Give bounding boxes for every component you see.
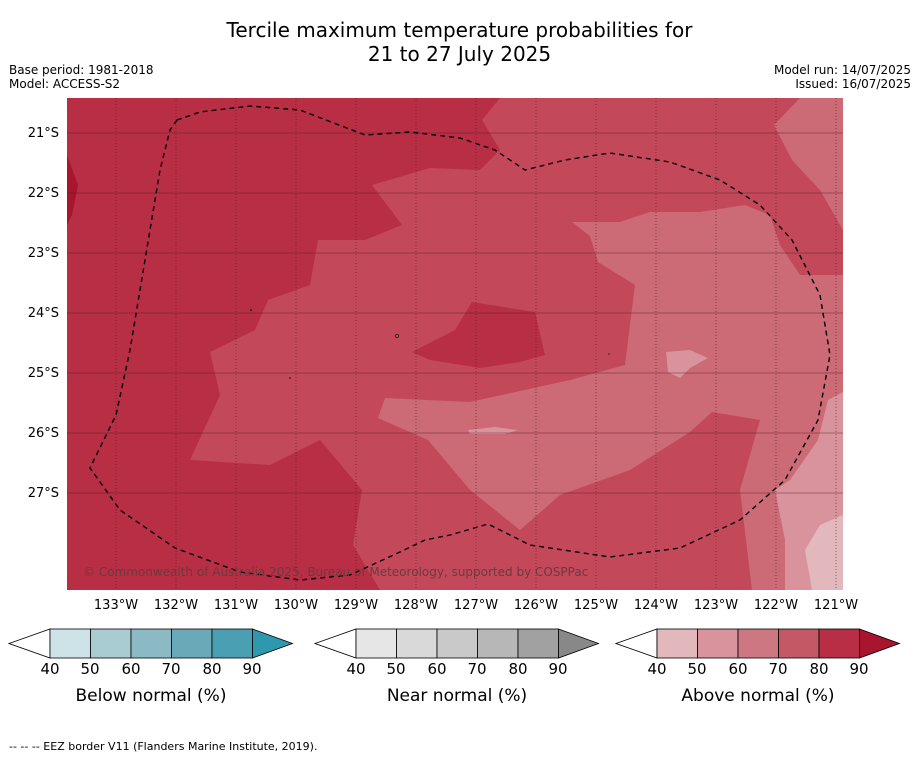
cbar-tick: 70 — [467, 660, 487, 678]
zone-90-west-edge — [67, 155, 78, 225]
colorbar-segment — [656, 628, 698, 659]
lon-label: 129°W — [333, 598, 379, 613]
zone-40-50-se — [805, 515, 843, 590]
cbar-tick: 50 — [386, 660, 406, 678]
title-line-2: 21 to 27 July 2025 — [367, 42, 552, 66]
lon-label: 125°W — [573, 598, 619, 613]
colorbar-segment — [778, 628, 820, 659]
colorbar-segment — [737, 628, 779, 659]
lat-label: 23°S — [27, 246, 59, 261]
meta-right: Model run: 14/07/2025 Issued: 16/07/2025 — [774, 63, 911, 91]
cbar-tick: 50 — [80, 660, 100, 678]
cbar-tick: 40 — [40, 660, 60, 678]
eez-footnote: -- -- -- EEZ border V11 (Flanders Marine… — [9, 740, 318, 753]
colorbar-under-triangle — [8, 628, 51, 659]
eez-border — [89, 105, 831, 581]
colorbar-segment — [697, 628, 739, 659]
lon-label: 131°W — [213, 598, 259, 613]
colorbar-segment — [211, 628, 253, 659]
colorbar-below-normal — [8, 628, 294, 659]
meridian-lines — [115, 98, 837, 590]
lon-label: 122°W — [753, 598, 799, 613]
meta-left: Base period: 1981-2018 Model: ACCESS-S2 — [9, 63, 154, 91]
lat-label: 21°S — [27, 126, 59, 141]
colorbar-segment — [818, 628, 860, 659]
cbar-tick: 60 — [121, 660, 141, 678]
zone-80-90-inner — [412, 302, 545, 368]
lon-label: 126°W — [513, 598, 559, 613]
colorbar-below-title: Below normal (%) — [75, 686, 227, 706]
probability-field — [67, 98, 843, 590]
cbar-tick: 80 — [202, 660, 222, 678]
colorbar-segment — [396, 628, 438, 659]
lat-label: 24°S — [27, 306, 59, 321]
lon-label: 127°W — [453, 598, 499, 613]
colorbar-segment — [171, 628, 213, 659]
lat-label: 27°S — [27, 486, 59, 501]
colorbar-over-triangle — [859, 628, 901, 659]
colorbar-segment — [49, 628, 91, 659]
colorbar-segment — [90, 628, 132, 659]
colorbar-segment — [517, 628, 559, 659]
cbar-tick: 40 — [346, 660, 366, 678]
colorbar-under-triangle — [615, 628, 658, 659]
colorbar-near-title: Near normal (%) — [386, 686, 528, 706]
lat-label: 26°S — [27, 426, 59, 441]
lon-label: 132°W — [153, 598, 199, 613]
colorbar-above-title: Above normal (%) — [681, 686, 835, 706]
colorbar-under-triangle — [314, 628, 357, 659]
issued-date: Issued: 16/07/2025 — [795, 77, 911, 91]
map-title: Tercile maximum temperature probabilitie… — [0, 18, 919, 66]
cbar-tick: 70 — [161, 660, 181, 678]
island-markers — [250, 309, 610, 379]
lon-label: 121°W — [813, 598, 859, 613]
colorbar-near-normal — [314, 628, 600, 659]
colorbar-segment — [355, 628, 397, 659]
model-run: Model run: 14/07/2025 — [773, 63, 911, 77]
lon-label: 133°W — [93, 598, 139, 613]
copyright-text: © Commonwealth of Australia 2025, Bureau… — [83, 565, 589, 579]
cbar-tick: 90 — [849, 660, 869, 678]
cbar-tick: 60 — [427, 660, 447, 678]
lon-label: 130°W — [273, 598, 319, 613]
zone-60-70 — [378, 205, 843, 590]
colorbar-over-triangle — [558, 628, 600, 659]
colorbar-above-normal — [615, 628, 901, 659]
cbar-tick: 60 — [728, 660, 748, 678]
zone-50-60-patch2 — [468, 427, 518, 434]
lat-label: 22°S — [27, 186, 59, 201]
lon-label: 128°W — [393, 598, 439, 613]
colorbar-segment — [130, 628, 172, 659]
parallel-lines — [67, 132, 843, 494]
colorbar-segment — [436, 628, 478, 659]
colorbar-over-triangle — [252, 628, 294, 659]
cbar-tick: 90 — [242, 660, 262, 678]
cbar-tick: 50 — [687, 660, 707, 678]
cbar-tick: 40 — [647, 660, 667, 678]
cbar-tick: 70 — [768, 660, 788, 678]
zone-50-60-patch — [666, 350, 708, 378]
lon-label: 124°W — [633, 598, 679, 613]
model-name: Model: ACCESS-S2 — [9, 77, 121, 91]
zone-60-70-ne — [774, 98, 843, 230]
lat-label: 25°S — [27, 366, 59, 381]
title-line-1: Tercile maximum temperature probabilitie… — [226, 18, 693, 42]
cbar-tick: 80 — [809, 660, 829, 678]
cbar-tick: 90 — [548, 660, 568, 678]
colorbar-segment — [477, 628, 519, 659]
base-period: Base period: 1981-2018 — [9, 63, 154, 77]
lon-label: 123°W — [693, 598, 739, 613]
cbar-tick: 80 — [508, 660, 528, 678]
